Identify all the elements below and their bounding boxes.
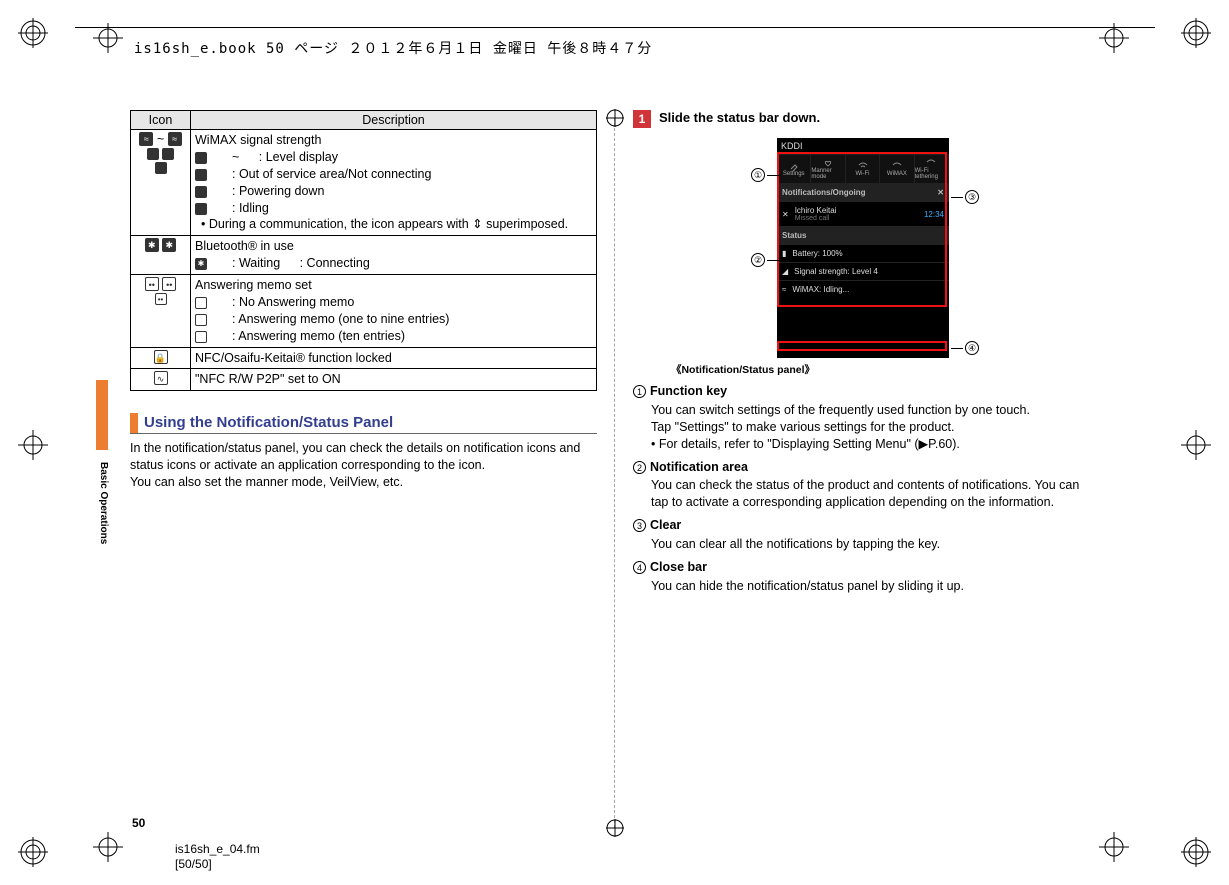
desc-line: : Answering memo (ten entries) — [207, 329, 405, 343]
def-body: You can hide the notification/status pan… — [651, 578, 1100, 595]
def-num-1: 1 — [633, 385, 646, 398]
top-rule — [75, 27, 1155, 28]
wimax-noservice-icon — [195, 169, 207, 181]
desc-line: Answering memo set — [195, 277, 592, 294]
desc-line: : Answering memo (one to nine entries) — [207, 312, 449, 326]
crosshair-icon — [93, 23, 123, 53]
bluetooth-icon: ✱ — [145, 238, 159, 252]
step-title: Slide the status bar down. — [659, 110, 820, 125]
crosshair-icon — [93, 832, 123, 862]
file-footer-pages: [50/50] — [175, 857, 260, 872]
page-number: 50 — [132, 816, 145, 830]
table-row: ∿ "NFC R/W P2P" set to ON — [131, 369, 597, 391]
registration-mark-icon — [18, 18, 48, 48]
wimax-signal-icon: ≈ — [139, 132, 153, 146]
definitions-list: 1 Function key You can switch settings of… — [633, 383, 1100, 595]
icon-description-table: Icon Description ≈ ~ ≈ WiMAX signal st — [130, 110, 597, 391]
nfc-lock-icon: 🔒 — [154, 350, 168, 364]
def-term: Clear — [650, 518, 681, 532]
def-num-2: 2 — [633, 461, 646, 474]
file-footer-name: is16sh_e_04.fm — [175, 842, 260, 857]
answering-memo-few-icon — [195, 314, 207, 326]
answering-memo-full-icon — [195, 331, 207, 343]
crosshair-icon — [1181, 430, 1211, 460]
phone-screenshot: KDDI Settings Manner mode Wi-Fi WiMAX Wi… — [753, 138, 998, 358]
range-tilde: ~ — [157, 132, 164, 146]
def-term: Close bar — [650, 560, 707, 574]
desc-line: • During a communication, the icon appea… — [195, 216, 592, 233]
table-row: ≈ ~ ≈ WiMAX signal strength ~ : Level di… — [131, 130, 597, 236]
answering-memo-icon: •• — [155, 293, 167, 305]
bluetooth-icon: ✱ — [162, 238, 176, 252]
def-term: Function key — [650, 384, 727, 398]
desc-line: : Powering down — [207, 184, 324, 198]
step: 1 Slide the status bar down. — [633, 110, 1100, 128]
wimax-signal-icon — [162, 148, 174, 160]
crosshair-icon — [1099, 832, 1129, 862]
chapter-tab — [96, 380, 108, 450]
desc-line: Bluetooth® in use — [195, 238, 592, 255]
desc-line: ~ : Level display — [207, 150, 338, 164]
file-footer: is16sh_e_04.fm [50/50] — [175, 842, 260, 872]
crosshair-icon — [1099, 23, 1129, 53]
registration-mark-icon — [1181, 18, 1211, 48]
chapter-label: Basic Operations — [98, 462, 109, 544]
def-body: You can clear all the notifications by t… — [651, 536, 1100, 553]
phone-caption: 《Notification/Status panel》 — [653, 362, 833, 377]
section-heading: Using the Notification/Status Panel — [130, 413, 597, 434]
wimax-idle-icon — [195, 203, 207, 215]
highlight-bar — [777, 341, 947, 351]
callout-3: ③ — [951, 190, 979, 204]
desc-line: WiMAX signal strength — [195, 132, 592, 149]
registration-mark-icon — [1181, 837, 1211, 867]
document-header: is16sh_e.book 50 ページ ２０１２年６月１日 金曜日 午後８時４… — [134, 38, 652, 58]
step-number: 1 — [633, 110, 651, 128]
callout-2: ② — [751, 253, 779, 267]
desc-line: : Out of service area/Not connecting — [207, 167, 431, 181]
right-column: 1 Slide the status bar down. KDDI Settin… — [623, 110, 1100, 601]
desc-line: : No Answering memo — [207, 295, 354, 309]
section-mark — [130, 413, 138, 433]
phone-screen: KDDI Settings Manner mode Wi-Fi WiMAX Wi… — [777, 138, 949, 358]
callout-4: ④ — [951, 341, 979, 355]
wimax-level-icon — [195, 152, 207, 164]
wimax-signal-icon: ≈ — [168, 132, 182, 146]
def-body: You can check the status of the product … — [651, 477, 1100, 511]
content-columns: Icon Description ≈ ~ ≈ WiMAX signal st — [130, 110, 1100, 601]
crosshair-icon — [18, 430, 48, 460]
def-num-4: 4 — [633, 561, 646, 574]
desc-line: : Waiting : Connecting — [207, 256, 370, 270]
table-row: •• •• •• Answering memo set : No Answeri… — [131, 275, 597, 348]
def-num-3: 3 — [633, 519, 646, 532]
left-column: Icon Description ≈ ~ ≈ WiMAX signal st — [130, 110, 597, 601]
section-body: In the notification/status panel, you ca… — [130, 440, 597, 491]
wimax-signal-icon — [147, 148, 159, 160]
section-title: Using the Notification/Status Panel — [144, 414, 393, 433]
desc-line: NFC/Osaifu-Keitai® function locked — [191, 347, 597, 369]
answering-memo-none-icon — [195, 297, 207, 309]
table-row: 🔒 NFC/Osaifu-Keitai® function locked — [131, 347, 597, 369]
callout-1: ① — [751, 168, 779, 182]
registration-mark-icon — [18, 837, 48, 867]
table-row: ✱ ✱ Bluetooth® in use ✱ : Waiting : Conn… — [131, 236, 597, 275]
desc-line: "NFC R/W P2P" set to ON — [191, 369, 597, 391]
divider-knob-icon — [606, 819, 624, 837]
def-body: You can switch settings of the frequentl… — [651, 402, 1100, 453]
def-term: Notification area — [650, 460, 748, 474]
wimax-powerdown-icon — [195, 186, 207, 198]
answering-memo-icon: •• — [145, 277, 159, 291]
nfc-p2p-icon: ∿ — [154, 371, 168, 385]
highlight-box — [777, 152, 947, 307]
table-header-icon: Icon — [131, 111, 191, 130]
table-header-description: Description — [191, 111, 597, 130]
bluetooth-wait-icon: ✱ — [195, 258, 207, 270]
desc-line: : Idling — [207, 201, 269, 215]
answering-memo-icon: •• — [162, 277, 176, 291]
wimax-signal-icon — [155, 162, 167, 174]
